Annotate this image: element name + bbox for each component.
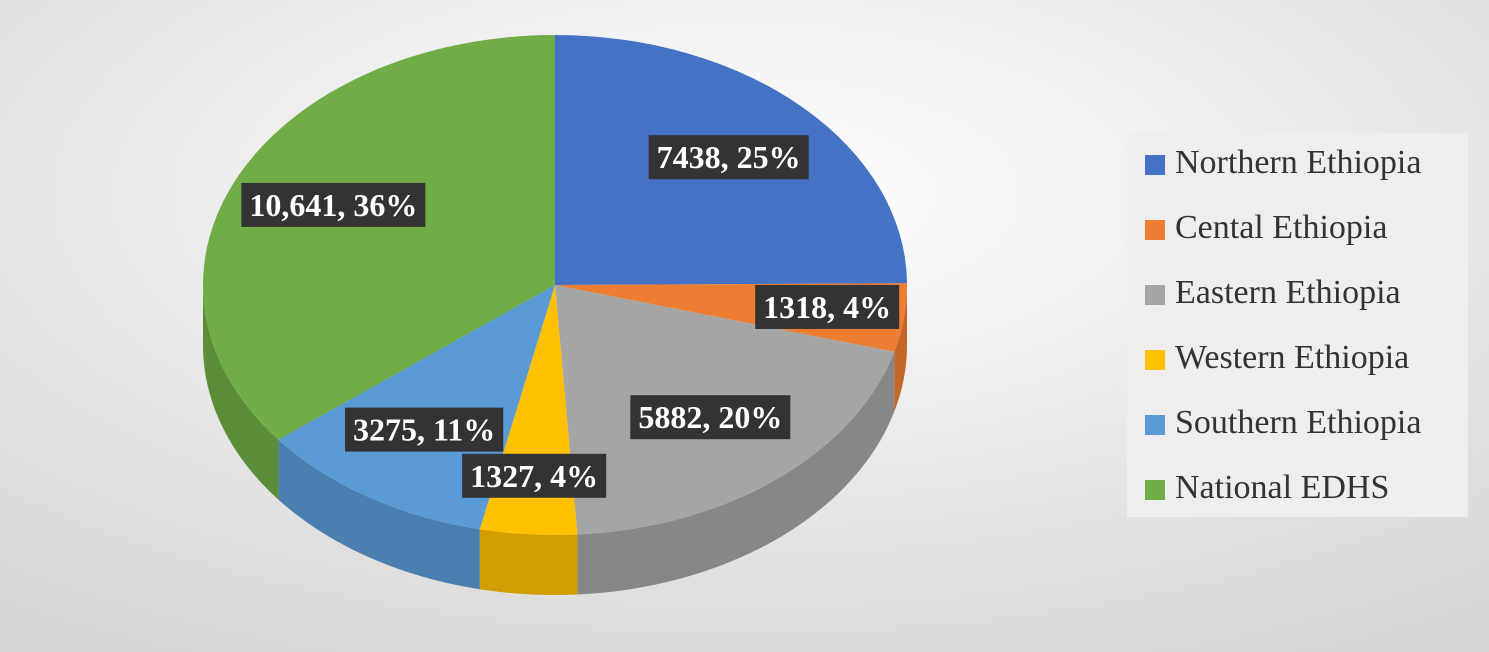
pie-sides <box>203 285 907 595</box>
data-label-group: 5882, 20% <box>630 395 791 440</box>
legend: Northern Ethiopia Cental Ethiopia Eastern … <box>1145 144 1421 506</box>
legend-label: Western Ethiopia <box>1175 339 1409 376</box>
data-label: 7438, 25% <box>657 139 801 175</box>
data-labels: 7438, 25% 1318, 4% 5882, 20% 1327, 4% 3275, … <box>241 135 900 498</box>
slice-side <box>278 439 480 590</box>
data-label: 5882, 20% <box>638 399 782 435</box>
slice-side <box>203 285 279 500</box>
legend-swatch <box>1145 220 1165 240</box>
data-label-box <box>648 135 809 180</box>
data-label-group: 1327, 4% <box>462 453 607 498</box>
legend-swatch <box>1145 285 1165 305</box>
slice <box>203 35 555 440</box>
data-label: 3275, 11% <box>353 412 495 448</box>
data-label-box <box>345 407 504 452</box>
legend-label: Eastern Ethiopia <box>1175 274 1401 311</box>
legend-label: Cental Ethiopia <box>1175 209 1387 246</box>
data-label-box <box>462 453 607 498</box>
slice-side <box>894 285 907 412</box>
slice-side <box>577 351 895 595</box>
legend-box <box>1127 133 1468 517</box>
legend-swatch <box>1145 155 1165 175</box>
data-label: 1327, 4% <box>470 458 598 494</box>
data-label-group: 1318, 4% <box>755 284 900 329</box>
data-label-group: 7438, 25% <box>648 135 809 180</box>
data-label-box <box>241 182 426 227</box>
data-label: 10,641, 36% <box>249 187 417 223</box>
legend-swatch <box>1145 350 1165 370</box>
data-label-box <box>755 284 900 329</box>
data-label-group: 3275, 11% <box>345 407 504 452</box>
legend-swatch <box>1145 480 1165 500</box>
legend-label: Northern Ethiopia <box>1175 144 1421 181</box>
legend-label: Southern Ethiopia <box>1175 404 1421 441</box>
legend-label: National EDHS <box>1175 469 1389 506</box>
data-label-group: 10,641, 36% <box>241 182 426 227</box>
slice-side <box>479 529 578 595</box>
legend-swatch <box>1145 415 1165 435</box>
data-label-box <box>630 395 791 440</box>
data-label: 1318, 4% <box>763 289 891 325</box>
